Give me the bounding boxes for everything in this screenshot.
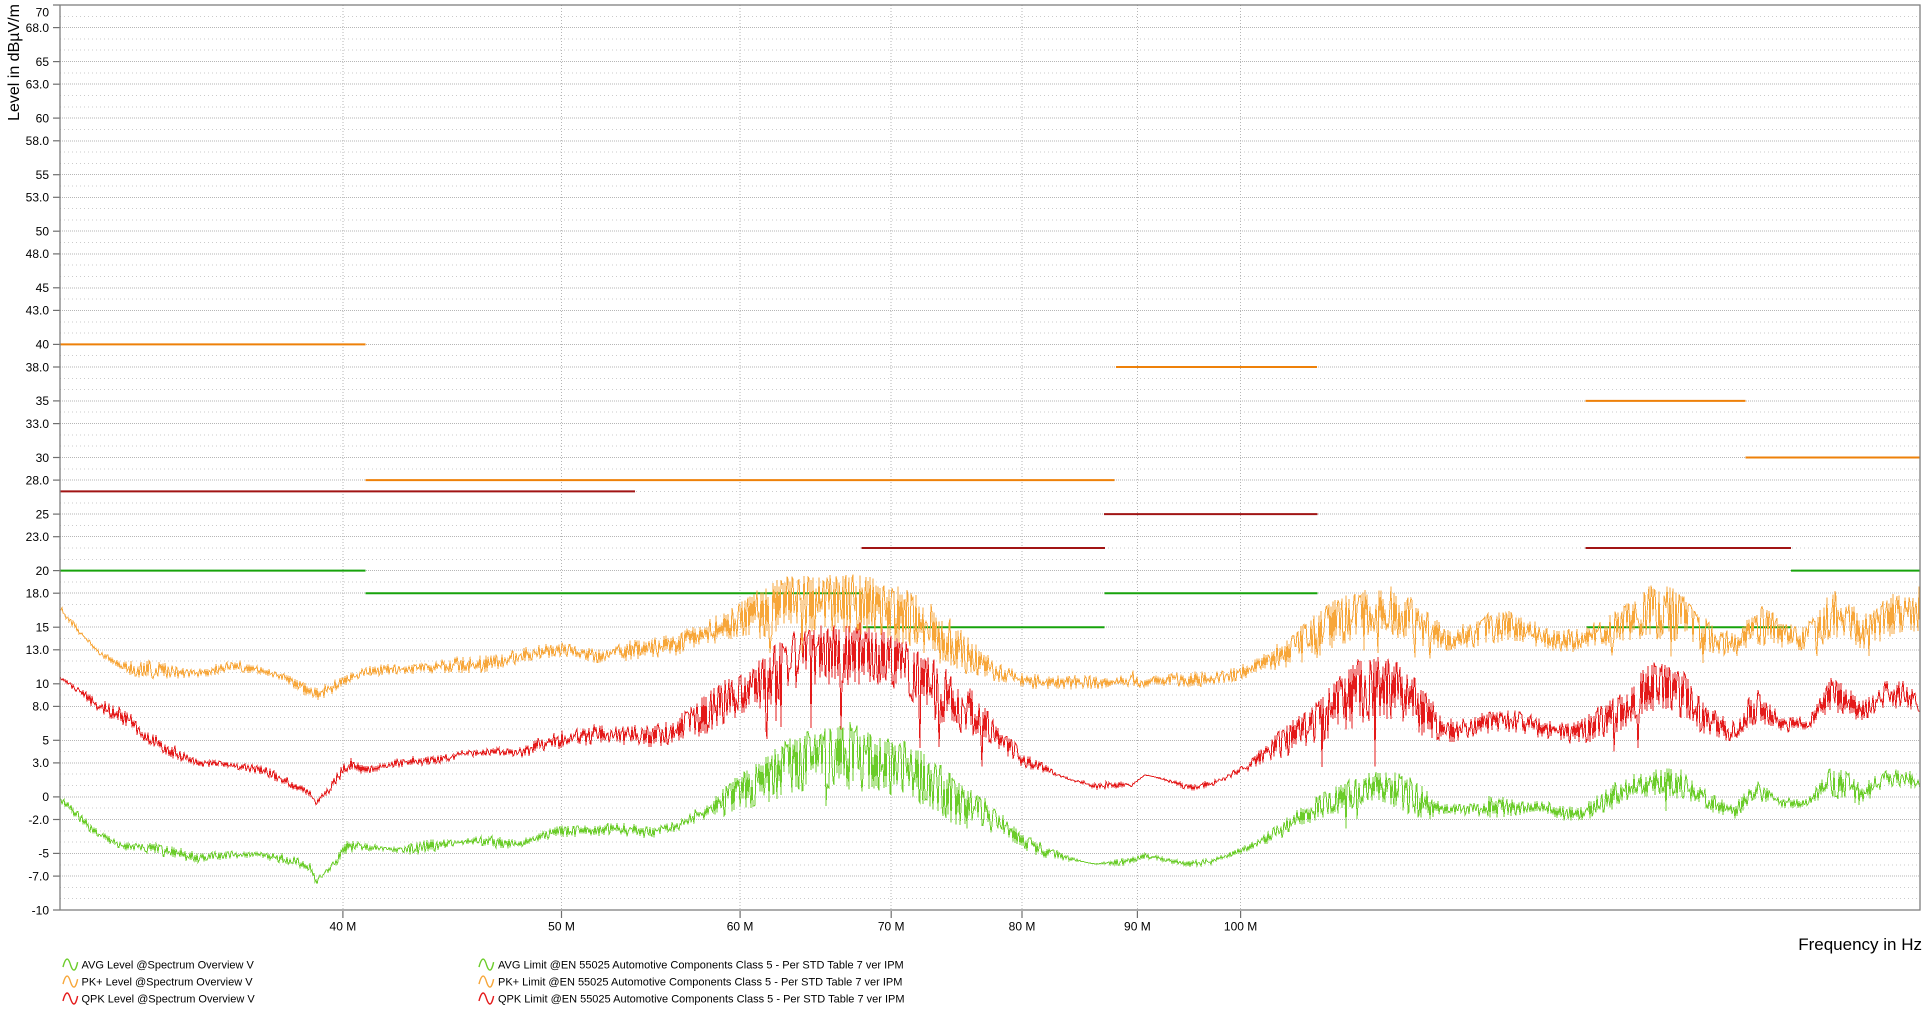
svg-text:AVG Limit @EN 55025 Automotive: AVG Limit @EN 55025 Automotive Component… — [498, 959, 904, 971]
svg-text:48.0: 48.0 — [26, 247, 50, 261]
svg-text:68.0: 68.0 — [26, 21, 50, 35]
svg-text:43.0: 43.0 — [26, 304, 50, 318]
svg-text:AVG Level @Spectrum Overview V: AVG Level @Spectrum Overview V — [82, 959, 255, 971]
svg-text:70: 70 — [36, 5, 50, 19]
svg-text:35: 35 — [36, 394, 50, 408]
svg-text:Level in dBµV/m: Level in dBµV/m — [6, 4, 23, 121]
svg-text:38.0: 38.0 — [26, 360, 50, 374]
svg-text:58.0: 58.0 — [26, 134, 50, 148]
svg-text:45: 45 — [36, 281, 50, 295]
svg-text:90 M: 90 M — [1124, 920, 1151, 934]
svg-text:PK+ Limit @EN 55025 Automotive: PK+ Limit @EN 55025 Automotive Component… — [498, 976, 902, 988]
svg-text:-5: -5 — [38, 847, 49, 861]
svg-text:0: 0 — [42, 790, 49, 804]
svg-text:20: 20 — [36, 564, 50, 578]
svg-text:PK+ Level @Spectrum Overview V: PK+ Level @Spectrum Overview V — [82, 976, 254, 988]
svg-text:30: 30 — [36, 451, 50, 465]
svg-text:23.0: 23.0 — [26, 530, 50, 544]
svg-text:50: 50 — [36, 225, 50, 239]
svg-text:33.0: 33.0 — [26, 417, 50, 431]
svg-text:40 M: 40 M — [330, 920, 357, 934]
svg-text:QPK Limit @EN 55025 Automotive: QPK Limit @EN 55025 Automotive Component… — [498, 993, 905, 1005]
svg-text:80 M: 80 M — [1009, 920, 1036, 934]
svg-text:100 M: 100 M — [1224, 920, 1257, 934]
svg-text:55: 55 — [36, 168, 50, 182]
svg-text:70 M: 70 M — [878, 920, 905, 934]
svg-text:5: 5 — [42, 734, 49, 748]
svg-text:Frequency in Hz: Frequency in Hz — [1798, 935, 1922, 954]
svg-text:60: 60 — [36, 111, 50, 125]
svg-text:25: 25 — [36, 507, 50, 521]
svg-text:40: 40 — [36, 338, 50, 352]
svg-text:53.0: 53.0 — [26, 191, 50, 205]
svg-text:13.0: 13.0 — [26, 643, 50, 657]
svg-text:10: 10 — [36, 677, 50, 691]
svg-text:8.0: 8.0 — [32, 700, 49, 714]
svg-text:28.0: 28.0 — [26, 473, 50, 487]
svg-text:15: 15 — [36, 621, 50, 635]
svg-text:63.0: 63.0 — [26, 78, 50, 92]
svg-text:18.0: 18.0 — [26, 587, 50, 601]
svg-text:3.0: 3.0 — [32, 756, 49, 770]
svg-text:60 M: 60 M — [727, 920, 754, 934]
svg-text:50 M: 50 M — [548, 920, 575, 934]
svg-text:QPK Level @Spectrum Overview V: QPK Level @Spectrum Overview V — [82, 993, 256, 1005]
svg-text:-10: -10 — [32, 903, 50, 917]
svg-text:-2.0: -2.0 — [28, 813, 49, 827]
svg-text:65: 65 — [36, 55, 50, 69]
svg-text:-7.0: -7.0 — [28, 869, 49, 883]
